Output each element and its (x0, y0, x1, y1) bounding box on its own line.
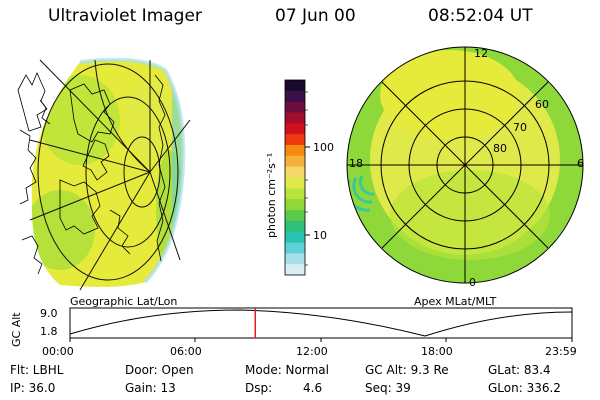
colorbar-tick-10: 10 (313, 229, 327, 242)
colorbar-segment (285, 220, 305, 233)
instrument-title: Ultraviolet Imager (48, 6, 202, 26)
lat-label-70: 70 (513, 121, 527, 134)
door-status: Door: Open (125, 363, 194, 377)
colorbar-segment (285, 264, 305, 276)
timeline-tick-1800: 18:00 (421, 345, 453, 358)
gain-status: Gain: 13 (125, 381, 176, 395)
mlt-label-6: 6 (577, 157, 584, 170)
colorbar-segment (285, 145, 305, 157)
colorbar-segment (285, 123, 305, 135)
ip-status: IP: 36.0 (10, 381, 56, 395)
mode-status: Mode: Normal (245, 363, 329, 377)
colorbar-segment (285, 199, 305, 211)
colorbar-segment (285, 188, 305, 200)
colorbar-segment (285, 177, 305, 189)
mlt-label-12: 12 (474, 47, 488, 60)
mlt-label-18: 18 (349, 157, 363, 170)
lat-label-60: 60 (535, 98, 549, 111)
timeline-tick-0000: 00:00 (42, 345, 74, 358)
dsp-label: Dsp: (245, 381, 273, 395)
magnetic-caption: Apex MLat/MLT (414, 295, 497, 308)
image-time: 08:52:04 UT (428, 6, 533, 26)
timeline-y-min: 1.8 (40, 325, 58, 338)
coastlines (17, 71, 166, 275)
timeline-tick-1200: 12:00 (296, 345, 328, 358)
magnetic-grid (346, 46, 584, 284)
glat-status: GLat: 83.4 (488, 363, 551, 377)
orbit-altitude-curve (69, 309, 573, 337)
glon-status: GLon: 336.2 (488, 381, 561, 395)
gc-alt-status: GC Alt: 9.3 Re (365, 363, 449, 377)
geographic-grid (29, 59, 191, 291)
colorbar-tick-100: 100 (313, 141, 334, 154)
colorbar-segment (285, 101, 305, 113)
colorbar-segment (285, 166, 305, 178)
timeline-tick-2359: 23:59 (545, 345, 577, 358)
timeline-y-max: 9.0 (40, 307, 58, 320)
seq-status: Seq: 39 (365, 381, 411, 395)
colorbar-segment (285, 253, 305, 265)
colorbar-segment (285, 210, 305, 222)
colorbar-segment (285, 242, 305, 254)
timeline-tick-0600: 06:00 (170, 345, 202, 358)
dsp-value: 4.6 (303, 381, 323, 395)
image-date: 07 Jun 00 (275, 6, 356, 26)
colorbar-segment (285, 90, 305, 103)
colorbar-segment (285, 112, 305, 124)
colorbar-segment (285, 80, 305, 92)
colorbar-segment (285, 231, 305, 243)
geographic-caption: Geographic Lat/Lon (70, 295, 178, 308)
lat-label-80: 80 (493, 142, 507, 155)
mlt-label-0: 0 (469, 276, 476, 289)
colorbar-segment (285, 155, 305, 168)
colorbar-segment (285, 134, 305, 146)
filter-status: Flt: LBHL (10, 363, 64, 377)
